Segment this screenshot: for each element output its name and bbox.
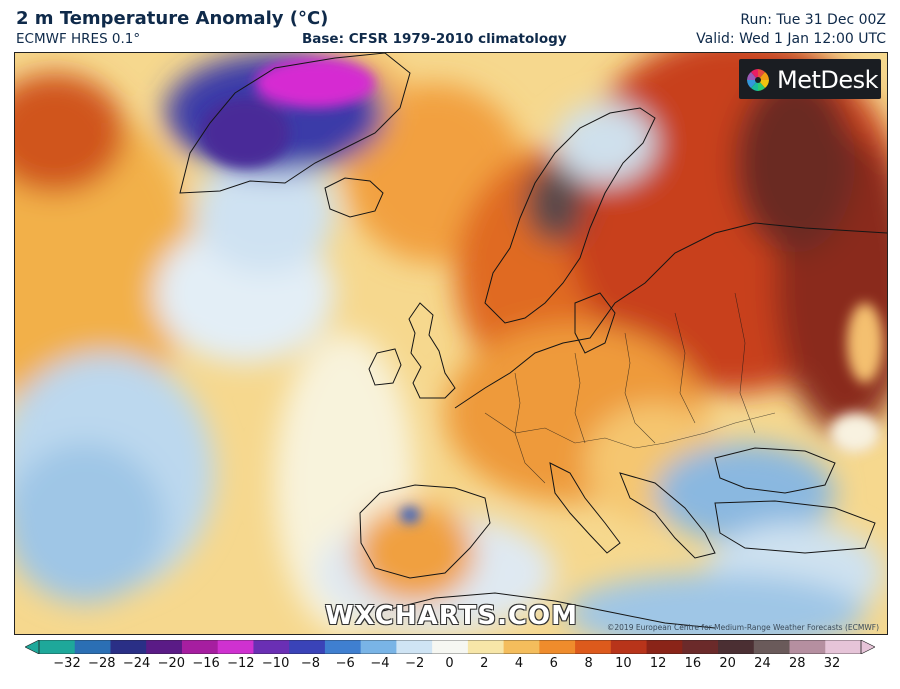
- colorbar-tick-label: 16: [684, 656, 702, 671]
- colorbar-segment: [146, 640, 183, 654]
- metdesk-logo-text: MetDesk: [777, 66, 879, 94]
- colorbar-tick-label: 32: [823, 656, 841, 671]
- colorbar-tick-label: 28: [788, 656, 806, 671]
- metdesk-logo: MetDesk: [739, 59, 881, 99]
- wxcharts-watermark: WXCHARTS.COM: [325, 601, 579, 631]
- colorbar-tick-label: 24: [754, 656, 771, 671]
- colorbar-segment: [432, 640, 469, 654]
- colorbar-segment: [39, 640, 76, 654]
- colorbar-tick-label: −8: [300, 656, 320, 671]
- colorbar-segment: [110, 640, 147, 654]
- colorbar-tick-label: 4: [514, 656, 524, 671]
- colorbar-tick-label: −20: [157, 656, 186, 671]
- colorbar-segment: [467, 640, 505, 654]
- colorbar-segment: [253, 640, 290, 654]
- colorbar-segment: [789, 640, 826, 654]
- colorbar-tick-label: 8: [584, 656, 593, 671]
- colorbar-labels: −32 −28 −24 −20 −16 −12 −10 −8 −6 −4 −2 0 2 4 6 8 10 12 16…: [0, 656, 900, 678]
- run-time-label: Run: Tue 31 Dec 00Z: [740, 12, 886, 28]
- colorbar-tick-label: −6: [335, 656, 355, 671]
- colorbar-tick-label: −24: [122, 656, 151, 671]
- colorbar-segment: [181, 640, 219, 654]
- colorbar-segment: [610, 640, 648, 654]
- colorbar-segment: [825, 640, 862, 654]
- colorbar-segment: [324, 640, 362, 654]
- colorbar-segment: [74, 640, 112, 654]
- colorbar-tick-label: −4: [370, 656, 390, 671]
- colorbar-tick-label: −16: [192, 656, 220, 671]
- chart-header: 2 m Temperature Anomaly (°C) ECMWF HRES …: [0, 0, 900, 52]
- colorbar-tick-label: −12: [227, 656, 255, 671]
- colorbar-segment: [360, 640, 397, 654]
- colorbar-low-arrow: [25, 640, 40, 654]
- colorbar-tick-label: −32: [53, 656, 81, 671]
- country-borders: [484, 292, 776, 484]
- colorbar-segment: [575, 640, 612, 654]
- colorbar-segment: [217, 640, 255, 654]
- colorbar-segment: [539, 640, 576, 654]
- colorbar-segment: [718, 640, 755, 654]
- colorbar-tick-label: 6: [549, 656, 558, 671]
- ecmwf-copyright: ©2019 European Centre for Medium-Range W…: [606, 623, 879, 632]
- colorbar-tick-label: −10: [261, 656, 290, 671]
- metdesk-logo-icon: [747, 69, 769, 91]
- colorbar-tick-label: 12: [649, 656, 667, 671]
- colorbar-tick-label: −2: [405, 656, 425, 671]
- colorbar-frame: [38, 640, 862, 654]
- colorbar-segment: [289, 640, 326, 654]
- colorbar-tick-label: 0: [445, 656, 454, 671]
- valid-time-label: Valid: Wed 1 Jan 12:00 UTC: [696, 31, 886, 47]
- base-climatology-label: Base: CFSR 1979-2010 climatology: [302, 31, 567, 47]
- colorbar-segment: [682, 640, 719, 654]
- colorbar-segment: [646, 640, 683, 654]
- anomaly-field: [15, 53, 887, 634]
- colorbar-segment: [396, 640, 433, 654]
- colorbar-tick-label: 20: [719, 656, 736, 671]
- model-label: ECMWF HRES 0.1°: [16, 31, 141, 47]
- colorbar-high-arrow: [860, 640, 875, 654]
- colorbar-tick-label: 10: [615, 656, 632, 671]
- colorbar-segment: [753, 640, 791, 654]
- colorbar: [25, 640, 875, 654]
- colorbar-segment: [503, 640, 540, 654]
- chart-title: 2 m Temperature Anomaly (°C): [16, 8, 329, 29]
- colorbar-tick-label: 2: [480, 656, 489, 671]
- anomaly-map[interactable]: MetDesk WXCHARTS.COM ©2019 European Cent…: [14, 52, 888, 635]
- colorbar-tick-label: −28: [88, 656, 116, 671]
- coastlines: [179, 53, 887, 629]
